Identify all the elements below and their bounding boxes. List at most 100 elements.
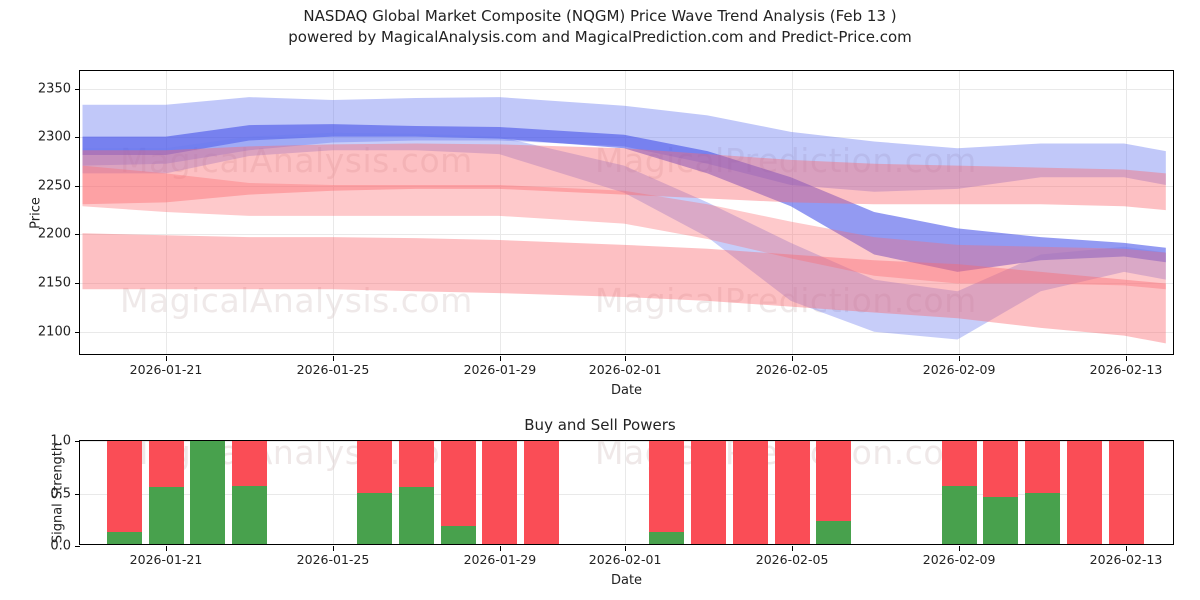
price-y-tick bbox=[75, 137, 80, 139]
buy-power-segment bbox=[941, 486, 977, 544]
signal-x-tick bbox=[959, 546, 961, 551]
signal-bar bbox=[774, 441, 810, 544]
signal-chart-plot-area: MagicalAnalysis.comMagicalPrediction.com… bbox=[50, 434, 1174, 588]
signal-bar bbox=[440, 441, 476, 544]
price-gridline-h bbox=[80, 331, 1173, 333]
sell-power-segment bbox=[440, 441, 476, 527]
signal-bar bbox=[357, 441, 393, 544]
price-x-tick bbox=[166, 356, 167, 361]
signal-y-tick-label: 1.0 bbox=[50, 433, 71, 449]
signal-bar bbox=[524, 441, 560, 544]
buy-power-segment bbox=[357, 492, 393, 544]
signal-x-axis-label: Date bbox=[610, 573, 643, 588]
page-title: NASDAQ Global Market Composite (NQGM) Pr… bbox=[0, 6, 1200, 48]
signal-x-tick bbox=[625, 546, 627, 551]
wave-band bbox=[82, 132, 1166, 340]
buy-power-segment bbox=[649, 532, 685, 544]
price-x-tick bbox=[625, 356, 627, 361]
signal-x-tick-label: 2026-01-25 bbox=[296, 552, 370, 567]
signal-bar bbox=[398, 441, 434, 544]
price-x-tick bbox=[1126, 356, 1127, 361]
price-y-tick bbox=[75, 185, 80, 187]
price-y-tick bbox=[75, 88, 80, 90]
signal-bar bbox=[649, 441, 685, 544]
signal-bar bbox=[816, 441, 852, 544]
price-x-tick-label: 2026-02-01 bbox=[588, 362, 662, 377]
signal-y-tick-label: 0.0 bbox=[50, 538, 71, 554]
buy-power-segment bbox=[1025, 492, 1060, 544]
price-x-tick-label: 2026-01-29 bbox=[463, 362, 537, 377]
price-chart-plot-area: MagicalAnalysis.com MagicalPrediction.com… bbox=[28, 70, 1174, 398]
signal-bar bbox=[983, 441, 1019, 544]
wave-band bbox=[82, 143, 1166, 211]
chart-title-line-2: powered by MagicalAnalysis.com and Magic… bbox=[288, 28, 912, 46]
sell-power-segment bbox=[524, 441, 560, 544]
signal-x-tick-label: 2026-02-13 bbox=[1089, 552, 1163, 567]
price-x-tick bbox=[333, 356, 334, 361]
price-y-tick-label: 2300 bbox=[37, 129, 71, 145]
signal-bar bbox=[1066, 441, 1102, 544]
signal-x-tick-label: 2026-02-01 bbox=[588, 552, 662, 567]
price-gridline-h bbox=[80, 88, 1173, 90]
price-y-tick-label: 2250 bbox=[37, 178, 71, 194]
buy-power-segment bbox=[190, 441, 226, 544]
sell-power-segment bbox=[983, 441, 1019, 497]
signal-x-tick-label: 2026-02-09 bbox=[922, 552, 996, 567]
price-y-tick-label: 2100 bbox=[37, 324, 71, 340]
price-wave-bands bbox=[82, 97, 1166, 344]
price-chart-clip: MagicalAnalysis.com MagicalPrediction.com… bbox=[80, 71, 1173, 354]
price-gridline-v bbox=[959, 71, 961, 354]
sell-power-segment bbox=[1066, 441, 1102, 544]
price-gridline-v bbox=[792, 71, 794, 354]
price-gridline-v bbox=[333, 71, 334, 354]
signal-x-tick bbox=[499, 546, 501, 551]
sell-power-segment bbox=[398, 441, 434, 488]
signal-gridline-v bbox=[625, 441, 627, 544]
signal-bar bbox=[190, 441, 226, 544]
price-y-tick bbox=[75, 283, 80, 284]
signal-gridline-h bbox=[80, 493, 1173, 495]
sell-power-segment bbox=[691, 441, 727, 544]
signal-bar bbox=[941, 441, 977, 544]
price-x-tick bbox=[959, 356, 961, 361]
signal-x-tick bbox=[333, 546, 334, 551]
sell-power-segment bbox=[148, 441, 184, 488]
signal-bar bbox=[106, 441, 142, 544]
buy-power-segment bbox=[398, 487, 434, 544]
price-x-tick-label: 2026-01-21 bbox=[129, 362, 203, 377]
price-gridline-v bbox=[625, 71, 627, 354]
signal-bar bbox=[732, 441, 768, 544]
signal-y-tick bbox=[75, 441, 80, 442]
chart-title-line-1: NASDAQ Global Market Composite (NQGM) Pr… bbox=[303, 7, 897, 25]
price-y-tick bbox=[75, 331, 80, 333]
sell-power-segment bbox=[941, 441, 977, 487]
sell-power-segment bbox=[774, 441, 810, 544]
signal-bar bbox=[1108, 441, 1144, 544]
signal-bar bbox=[1025, 441, 1060, 544]
price-x-tick-label: 2026-02-13 bbox=[1089, 362, 1163, 377]
price-x-tick-label: 2026-02-09 bbox=[922, 362, 996, 377]
buy-power-segment bbox=[816, 520, 852, 544]
price-x-tick bbox=[792, 356, 794, 361]
signal-chart-title: Buy and Sell Powers bbox=[524, 416, 676, 434]
price-y-axis-label: Price bbox=[28, 196, 44, 229]
sell-power-segment bbox=[649, 441, 685, 533]
signal-bar bbox=[148, 441, 184, 544]
wave-band bbox=[82, 165, 1166, 290]
signal-x-tick-label: 2026-01-29 bbox=[463, 552, 537, 567]
sell-power-segment bbox=[1025, 441, 1060, 493]
wave-band bbox=[82, 124, 1166, 272]
signal-gridline-h bbox=[80, 441, 1173, 442]
signal-x-tick bbox=[166, 546, 167, 551]
signal-y-tick bbox=[75, 546, 80, 547]
price-y-tick bbox=[75, 234, 80, 236]
price-x-tick bbox=[499, 356, 501, 361]
sell-power-segment bbox=[357, 441, 393, 493]
buy-power-segment bbox=[983, 496, 1019, 544]
signal-gridline-v bbox=[333, 441, 334, 544]
sell-power-segment bbox=[106, 441, 142, 533]
wave-band bbox=[82, 233, 1166, 344]
price-y-tick-label: 2350 bbox=[37, 81, 71, 96]
price-x-axis-label: Date bbox=[610, 383, 643, 398]
